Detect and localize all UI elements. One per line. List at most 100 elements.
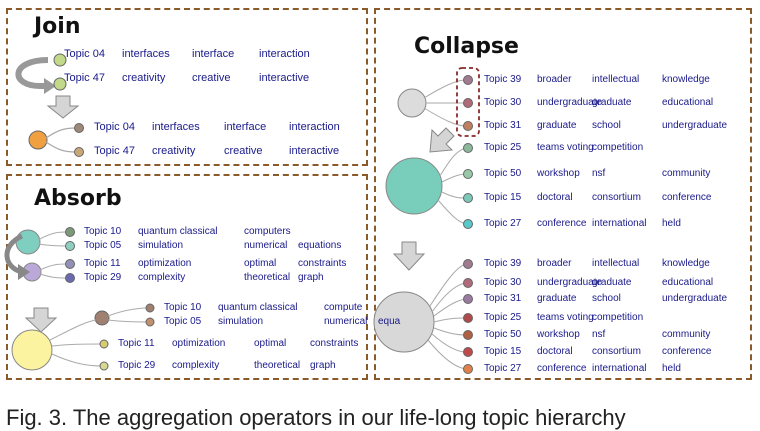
topic-word: computers (244, 226, 291, 237)
topic-word: complexity (138, 272, 186, 283)
topic-label: Topic 39 (484, 74, 522, 85)
topic-word: quantum classical (218, 302, 298, 313)
topic-word: graph (298, 272, 324, 283)
topic-word: conference (537, 218, 587, 229)
topic-word: graph (310, 360, 336, 371)
topic-word: teams voting (537, 142, 594, 153)
topic-label: Topic 50 (484, 168, 522, 179)
topic-word: creativity (152, 145, 196, 157)
absorb-topic05-dot-after (145, 317, 155, 327)
collapse-down-arrow (392, 241, 426, 271)
topic-word: creative (192, 72, 231, 84)
topic-word: doctoral (537, 346, 573, 357)
topic-word: school (592, 293, 621, 304)
absorb-node-a (15, 229, 41, 255)
topic-label: Topic 47 (94, 145, 135, 157)
topic-word: knowledge (662, 74, 710, 85)
topic-word: conference (537, 363, 587, 374)
topic-word: competition (592, 142, 644, 153)
topic-label: Topic 25 (484, 312, 522, 323)
topic-word: interaction (289, 121, 340, 133)
diagram-graphics (4, 53, 480, 374)
topic-word: simulation (138, 240, 184, 251)
topic-label: Topic 11 (84, 258, 121, 269)
topic-label: Topic 39 (484, 258, 522, 269)
topic-word: numerical (244, 240, 288, 251)
topic-word: quantum classical (138, 226, 218, 237)
topic-word: undergraduate (537, 277, 603, 288)
topic-word: interactive (289, 145, 340, 157)
topic-label: Topic 31 (484, 120, 522, 131)
topic-label: Topic 04 (94, 121, 135, 133)
absorb-big-node (11, 329, 53, 371)
join-down-arrow (46, 95, 80, 119)
topic-word: held (662, 218, 681, 229)
join-curved-arrow (15, 57, 49, 89)
topic-word: interfaces (122, 48, 170, 60)
topic-label: Topic 29 (84, 272, 122, 283)
topic-word: undergraduate (662, 120, 728, 131)
collapse-teal-parent (385, 157, 443, 215)
topic-word: interface (224, 121, 267, 133)
topic-label: Topic 47 (64, 72, 105, 84)
topic-label: Topic 05 (84, 240, 122, 251)
absorb-topic11-dot-after (99, 339, 109, 349)
topic-word: theoretical (254, 360, 301, 371)
topic-label: Topic 04 (64, 48, 105, 60)
topic-label: Topic 10 (84, 226, 122, 237)
absorb-curved-arrow (4, 233, 24, 275)
topic-word: optimal (254, 338, 287, 349)
topic-label: Topic 29 (118, 360, 156, 371)
join-topic04-node-before (53, 53, 67, 67)
topic-word: interfaces (152, 121, 200, 133)
collapse-diagonal-arrow (429, 127, 455, 153)
topic-word: optimization (138, 258, 192, 269)
topic-word: interaction (259, 48, 310, 60)
topic-word: graduate (592, 277, 632, 288)
topic-label: Topic 11 (118, 338, 155, 349)
join-panel: Join (6, 8, 368, 166)
topic-word: simulation (218, 316, 264, 327)
topic-label: Topic 31 (484, 293, 522, 304)
topic-word: equations (298, 240, 342, 251)
topic-word: teams voting (537, 312, 594, 323)
topic-label: Topic 15 (484, 192, 522, 203)
topic-word: held (662, 363, 681, 374)
topic-word: compute (324, 302, 363, 313)
join-title: Join (34, 14, 81, 39)
topic-word: constraints (298, 258, 347, 269)
topic-label: Topic 25 (484, 142, 522, 153)
join-curved-arrow-head (44, 78, 56, 94)
topic-label: Topic 30 (484, 97, 522, 108)
absorb-title: Absorb (34, 186, 122, 211)
topic-label: Topic 10 (164, 302, 202, 313)
topic-word: numerical (324, 316, 368, 327)
topic-word: workshop (537, 168, 580, 179)
topic-label: Topic 30 (484, 277, 522, 288)
absorb-topic29-dot-before (65, 273, 75, 283)
topic-word: complexity (172, 360, 220, 371)
topic-label: Topic 05 (164, 316, 202, 327)
topic-word: doctoral (537, 192, 573, 203)
absorb-topic10-dot-after (145, 303, 155, 313)
topic-word: consortium (592, 192, 641, 203)
topic-word: broader (537, 258, 572, 269)
absorb-topic29-dot-after (99, 361, 109, 371)
absorb-topic11-dot-before (65, 259, 75, 269)
topic-word: undergraduate (537, 97, 603, 108)
absorb-down-arrow (24, 307, 58, 333)
topic-label: Topic 50 (484, 329, 522, 340)
topic-word: optimization (172, 338, 226, 349)
topic-word: nsf (592, 168, 606, 179)
topic-label: Topic 27 (484, 218, 522, 229)
topic-word: theoretical (244, 272, 291, 283)
topic-word: international (592, 218, 647, 229)
topic-word: educational (662, 97, 714, 108)
topic-word: conference (662, 192, 712, 203)
topic-word: intellectual (592, 258, 640, 269)
absorb-topic05-dot-before (65, 241, 75, 251)
collapse-selection-box (456, 67, 480, 137)
topic-word: interactive (259, 72, 310, 84)
topic-word: community (662, 168, 711, 179)
join-topic47-node-before (53, 77, 67, 91)
